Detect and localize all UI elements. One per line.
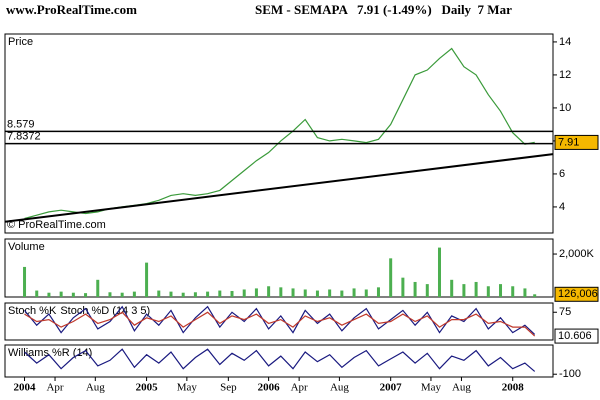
- x-tick-label: Sep: [220, 382, 237, 394]
- x-tick-label: May: [177, 382, 198, 394]
- volume-bar: [303, 289, 307, 297]
- y-tick-label: -100: [559, 368, 581, 380]
- volume-bar: [23, 266, 27, 297]
- panel-title: Price: [8, 36, 33, 48]
- x-tick-label: Aug: [452, 382, 471, 394]
- volume-bar: [47, 292, 51, 297]
- volume-bar: [169, 291, 173, 297]
- y-tick-label: 12: [559, 69, 571, 81]
- panel: [4, 33, 554, 234]
- chart-title: SEM - SEMAPA 7.91 (-1.49%) Daily 7 Mar: [255, 2, 512, 17]
- x-tick-label: 2006: [258, 382, 281, 394]
- series-line: [24, 348, 536, 372]
- panel: [4, 238, 554, 298]
- y-tick-label: 75: [559, 306, 571, 318]
- last-value-badge: [554, 286, 599, 302]
- y-tick-label: 14: [559, 36, 571, 48]
- y-tick-label: 10: [559, 102, 571, 114]
- volume-bar: [340, 290, 344, 297]
- x-tick-label: Aug: [86, 382, 105, 394]
- last-value-label: 126,006: [558, 288, 598, 300]
- watermark: © ProRealTime.com: [7, 219, 106, 231]
- legend-entry: Stoch %K: [8, 305, 57, 317]
- horizontal-line-label: 7.8372: [7, 131, 41, 143]
- x-tick-label: May: [421, 382, 442, 394]
- x-tick-label: 2005: [136, 382, 159, 394]
- volume-bar: [59, 291, 63, 297]
- volume-bar: [254, 288, 258, 297]
- trend-line: [4, 153, 554, 223]
- volume-bar: [533, 294, 537, 297]
- volume-bar: [96, 279, 100, 297]
- volume-bar: [352, 288, 356, 297]
- x-tick-label: Apr: [291, 382, 308, 394]
- volume-bar: [242, 289, 246, 297]
- volume-bar: [376, 287, 380, 297]
- last-value-label: 7.91: [558, 136, 579, 148]
- volume-bar: [181, 292, 185, 297]
- volume-bar: [401, 277, 405, 297]
- volume-bar: [328, 289, 332, 297]
- volume-bar: [462, 284, 466, 297]
- volume-bar: [35, 290, 39, 297]
- panel: [4, 302, 554, 341]
- volume-bar: [511, 286, 515, 297]
- horizontal-line-label: 8.579: [7, 118, 35, 130]
- x-tick-label: 2007: [380, 382, 403, 394]
- x-tick-label: Apr: [46, 382, 63, 394]
- volume-bar: [132, 291, 136, 297]
- volume-bar: [193, 292, 197, 297]
- panel: [4, 344, 554, 378]
- series-line: [24, 311, 536, 337]
- volume-bar: [206, 291, 210, 297]
- volume-bar: [413, 281, 417, 297]
- volume-bar: [157, 290, 161, 297]
- volume-bar: [291, 288, 295, 297]
- panel-title: Williams %R (14): [8, 347, 92, 359]
- volume-bar: [218, 290, 222, 297]
- volume-bar: [499, 284, 503, 297]
- x-tick-label: Aug: [330, 382, 349, 394]
- x-tick-label: 2008: [502, 382, 525, 394]
- panel-title: Volume: [8, 241, 45, 253]
- volume-bar: [145, 262, 149, 297]
- y-tick-label: 6: [559, 168, 565, 180]
- volume-bar: [389, 258, 393, 297]
- volume-bar: [84, 293, 88, 297]
- volume-bar: [315, 290, 319, 297]
- volume-bar: [450, 279, 454, 297]
- legend-entry: Stoch %D (14 3 5): [60, 305, 150, 317]
- y-tick-label: 4: [559, 201, 565, 213]
- volume-bar: [437, 247, 441, 297]
- volume-bar: [425, 284, 429, 297]
- volume-bar: [71, 292, 75, 297]
- series-line: [24, 305, 536, 335]
- last-value-badge: [554, 134, 599, 150]
- volume-bar: [230, 290, 234, 297]
- volume-bar: [486, 286, 490, 297]
- volume-bar: [267, 286, 271, 297]
- last-value-label: 10.606: [558, 330, 592, 342]
- volume-bar: [474, 281, 478, 297]
- volume-bar: [523, 288, 527, 297]
- y-tick-label: 2,000K: [559, 248, 595, 260]
- source: www.ProRealTime.com: [6, 2, 137, 17]
- last-value-badge: [554, 328, 599, 344]
- volume-bar: [108, 292, 112, 297]
- volume-bar: [279, 287, 283, 297]
- x-tick-label: 2004: [14, 382, 37, 394]
- volume-bar: [120, 292, 124, 297]
- volume-bar: [364, 289, 368, 297]
